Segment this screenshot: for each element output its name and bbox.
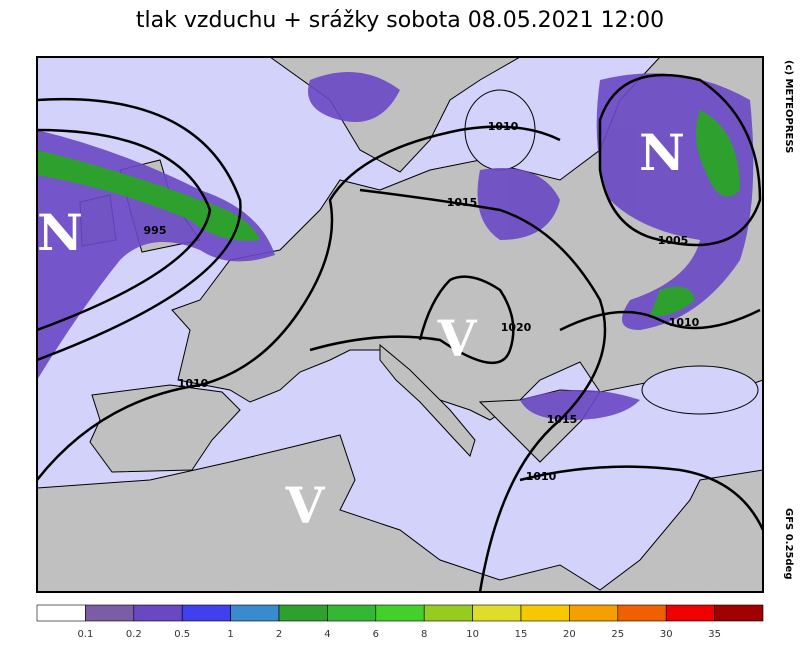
legend-label: 30: [660, 629, 673, 640]
legend-swatch: [714, 604, 764, 622]
legend-swatch: [375, 604, 425, 622]
legend-swatch: [472, 604, 522, 622]
legend-swatch: [520, 604, 570, 622]
legend-swatch: [665, 604, 715, 622]
legend-swatch: [230, 604, 280, 622]
isobar-labels: 1010 1015 995 1005 1010 1020 1010 1015 1010: [144, 120, 700, 483]
legend-label: 0.2: [126, 629, 142, 640]
legend-label: 8: [421, 629, 427, 640]
map-frame: [36, 56, 764, 593]
legend-swatch: [569, 604, 619, 622]
system-letter: N: [639, 123, 685, 182]
seas: [464, 89, 759, 415]
isobar-label: 1010: [488, 120, 519, 133]
isobar-label: 1015: [547, 413, 578, 426]
legend-label: 1: [227, 629, 233, 640]
legend-swatch: [423, 604, 473, 622]
legend-swatch: [85, 604, 135, 622]
legend-label: 10: [466, 629, 479, 640]
legend-label: 0.5: [174, 629, 190, 640]
legend-swatch: [133, 604, 183, 622]
legend-swatch: [181, 604, 231, 622]
system-letter: N: [37, 203, 83, 262]
isobar-label: 1005: [658, 234, 689, 247]
isobars: [37, 73, 763, 592]
legend-swatch: [36, 604, 86, 622]
map: 1010 1015 995 1005 1010 1020 1010 1015 1010 N N V V: [37, 57, 763, 592]
legend: 0.1 0.2 0.5 1 2 4 6 8 10 15 20 25 30 35: [36, 604, 764, 640]
isobar-label: 1010: [526, 470, 557, 483]
legend-label: 25: [611, 629, 624, 640]
model-label: GFS 0.25deg: [783, 508, 794, 580]
isobar-label: 1020: [501, 321, 532, 334]
legend-label: 35: [708, 629, 721, 640]
copyright: (c) METEOPRESS: [783, 60, 794, 153]
legend-swatch: [327, 604, 377, 622]
legend-label: 0.1: [77, 629, 93, 640]
system-letter: V: [285, 476, 326, 535]
legend-label: 20: [563, 629, 576, 640]
system-letter: V: [437, 309, 478, 368]
pressure-systems: N N V V: [37, 123, 685, 535]
legend-label: 15: [515, 629, 528, 640]
legend-label: 6: [373, 629, 379, 640]
precipitation-heavy: [37, 110, 740, 316]
isobar-label: 1010: [669, 316, 700, 329]
legend-label: 2: [276, 629, 282, 640]
isobar-label: 1010: [178, 377, 209, 390]
legend-label: 4: [324, 629, 330, 640]
isobar-label: 1015: [447, 196, 478, 209]
legend-swatch: [278, 604, 328, 622]
title: tlak vzduchu + srážky sobota 08.05.2021 …: [136, 8, 664, 33]
isobar-label: 995: [144, 224, 167, 237]
legend-swatch: [617, 604, 667, 622]
